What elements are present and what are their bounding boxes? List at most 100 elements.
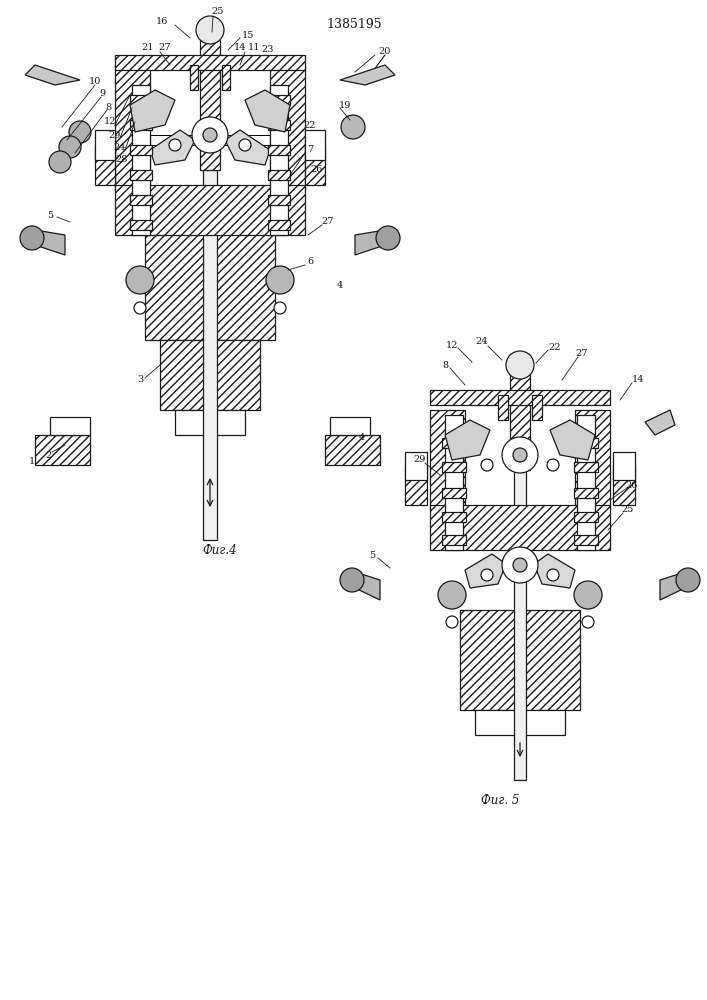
Text: 25: 25	[212, 7, 224, 16]
Bar	[50, 417, 90, 435]
Circle shape	[196, 16, 224, 44]
Bar	[130, 145, 152, 155]
Text: 9: 9	[99, 90, 105, 99]
Text: 22: 22	[304, 120, 316, 129]
Text: 4: 4	[359, 434, 365, 442]
Circle shape	[481, 569, 493, 581]
Text: 20: 20	[379, 47, 391, 56]
Text: 8: 8	[105, 103, 111, 111]
Polygon shape	[150, 130, 195, 165]
Circle shape	[49, 151, 71, 173]
Text: 11: 11	[247, 42, 260, 51]
Text: 29: 29	[109, 130, 121, 139]
Bar	[115, 55, 305, 70]
Text: 14: 14	[234, 42, 246, 51]
Bar	[574, 535, 598, 545]
Polygon shape	[35, 230, 65, 255]
Circle shape	[547, 569, 559, 581]
Text: 15: 15	[242, 30, 255, 39]
Circle shape	[513, 558, 527, 572]
Bar	[325, 435, 380, 465]
Bar	[405, 452, 427, 480]
Bar	[613, 465, 635, 505]
Bar	[574, 462, 598, 472]
Polygon shape	[465, 554, 506, 588]
Bar	[330, 417, 370, 435]
Text: 12: 12	[104, 117, 116, 126]
Text: 23: 23	[262, 45, 274, 54]
Text: 14: 14	[632, 375, 644, 384]
Text: 2: 2	[45, 450, 51, 460]
Polygon shape	[534, 554, 575, 588]
Bar	[305, 130, 325, 160]
Bar	[430, 390, 610, 405]
Polygon shape	[660, 572, 685, 600]
Polygon shape	[130, 90, 175, 132]
Text: 8: 8	[442, 360, 448, 369]
Bar	[130, 170, 152, 180]
Bar	[445, 415, 463, 550]
Bar	[145, 230, 275, 340]
Text: 29: 29	[414, 456, 426, 464]
Bar	[160, 340, 260, 410]
Bar	[190, 65, 198, 90]
Bar	[430, 505, 610, 550]
Text: 26: 26	[311, 165, 323, 174]
Bar	[268, 220, 290, 230]
Bar	[115, 65, 150, 190]
Text: 19: 19	[339, 101, 351, 109]
Circle shape	[203, 128, 217, 142]
Bar	[130, 220, 152, 230]
Bar	[442, 462, 466, 472]
Text: 5: 5	[47, 211, 53, 220]
Polygon shape	[645, 410, 675, 435]
Bar	[575, 410, 610, 510]
Bar	[268, 120, 290, 130]
Bar	[270, 65, 305, 190]
Bar	[130, 95, 152, 105]
Polygon shape	[550, 420, 595, 460]
Circle shape	[446, 616, 458, 628]
Bar	[200, 40, 220, 170]
Circle shape	[676, 568, 700, 592]
Circle shape	[340, 568, 364, 592]
Polygon shape	[355, 230, 385, 255]
Circle shape	[481, 459, 493, 471]
Circle shape	[574, 581, 602, 609]
Bar	[130, 120, 152, 130]
Text: 16: 16	[156, 17, 168, 26]
Polygon shape	[25, 65, 80, 85]
Bar	[268, 170, 290, 180]
Bar	[130, 195, 152, 205]
Text: 7: 7	[307, 145, 313, 154]
Bar	[460, 610, 580, 710]
Circle shape	[192, 117, 228, 153]
Circle shape	[274, 302, 286, 314]
Polygon shape	[445, 420, 490, 460]
Circle shape	[239, 139, 251, 151]
Text: Фиг.4: Фиг.4	[203, 544, 238, 556]
Bar	[222, 65, 230, 90]
Bar	[405, 465, 427, 505]
Bar	[574, 438, 598, 448]
Polygon shape	[340, 65, 395, 85]
Circle shape	[59, 136, 81, 158]
Bar	[498, 395, 508, 420]
Text: 28: 28	[116, 155, 128, 164]
Text: 3: 3	[137, 375, 143, 384]
Circle shape	[169, 139, 181, 151]
Circle shape	[547, 459, 559, 471]
Circle shape	[513, 448, 527, 462]
Bar	[442, 535, 466, 545]
Bar	[430, 410, 465, 510]
Text: 25: 25	[622, 506, 634, 514]
Bar	[203, 120, 217, 540]
Text: 10: 10	[89, 78, 101, 87]
Circle shape	[582, 616, 594, 628]
Polygon shape	[245, 90, 290, 132]
Text: 24: 24	[114, 142, 127, 151]
Bar	[268, 95, 290, 105]
Circle shape	[502, 547, 538, 583]
Circle shape	[376, 226, 400, 250]
Bar	[175, 410, 245, 435]
